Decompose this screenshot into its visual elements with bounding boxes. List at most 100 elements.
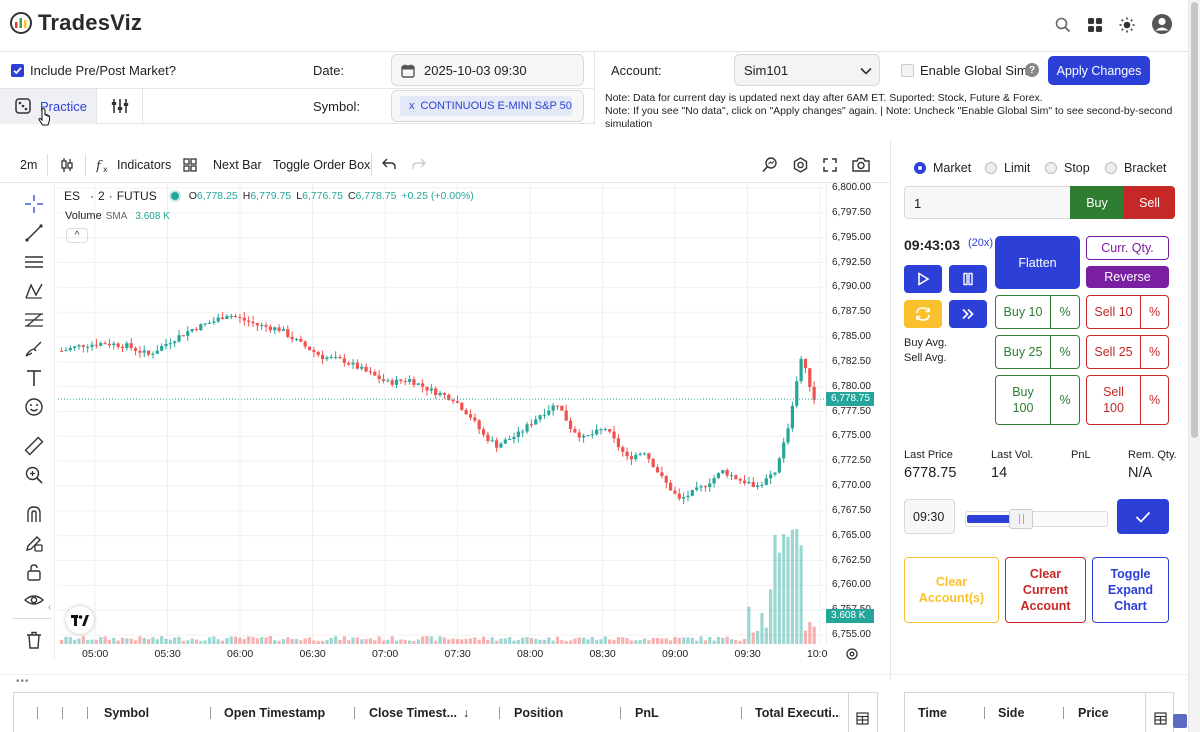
prepost-checkbox[interactable] (11, 64, 24, 77)
buy-25-percent-button[interactable]: % (1050, 335, 1080, 369)
buy-10-button[interactable]: Buy 10 (995, 295, 1051, 329)
order-type-radio-stop[interactable] (1045, 162, 1057, 174)
sell-25-percent-button[interactable]: % (1140, 335, 1169, 369)
sell-100-button[interactable]: Sell 100 (1086, 375, 1141, 425)
feedback-help-icon[interactable] (1173, 714, 1187, 728)
apply-changes-button[interactable]: Apply Changes (1048, 56, 1150, 85)
sell-10-percent-button[interactable]: % (1140, 295, 1169, 329)
replay-slider[interactable] (965, 509, 1108, 529)
col-price[interactable]: Price (1078, 706, 1109, 720)
price-chart-svg[interactable] (58, 184, 826, 644)
ruler-icon[interactable] (22, 434, 46, 458)
settings-gear-icon[interactable] (792, 157, 809, 173)
order-type-radio-bracket[interactable] (1105, 162, 1117, 174)
redo-icon[interactable] (412, 158, 426, 170)
candle-type-icon[interactable] (60, 157, 74, 173)
price-chart[interactable] (58, 184, 826, 644)
curr-qty-button[interactable]: Curr. Qty. (1086, 236, 1169, 260)
buy-25-button[interactable]: Buy 25 (995, 335, 1051, 369)
trend-line-icon[interactable] (22, 221, 46, 245)
tradingview-logo-icon[interactable] (66, 606, 94, 634)
col-time[interactable]: Time (918, 706, 947, 720)
col-total-executions[interactable]: Total Executi... (755, 706, 840, 720)
toggle-expand-chart-button[interactable]: Toggle Expand Chart (1092, 557, 1169, 623)
crosshair-icon[interactable] (22, 192, 46, 216)
col-position[interactable]: Position (514, 706, 564, 720)
reset-cycle-button[interactable] (904, 300, 942, 328)
flatten-button[interactable]: Flatten (995, 236, 1080, 289)
grid-apps-icon[interactable] (1084, 14, 1106, 36)
play-button[interactable] (904, 265, 942, 293)
theme-sun-icon[interactable] (1116, 14, 1138, 36)
global-sim-checkbox[interactable] (901, 64, 914, 77)
sell-100-percent-button[interactable]: % (1140, 375, 1169, 425)
buy-100-button[interactable]: Buy 100 (995, 375, 1051, 425)
next-bar-button[interactable]: Next Bar (213, 158, 262, 172)
buy-button[interactable]: Buy (1070, 186, 1124, 219)
date-field[interactable]: 2025-10-03 09:30 (391, 54, 584, 86)
fib-tool-icon[interactable] (22, 308, 46, 332)
layout-grid-icon[interactable] (183, 158, 197, 172)
col-pnl[interactable]: PnL (635, 706, 659, 720)
account-select[interactable]: Sim101 (734, 54, 880, 86)
order-type-radio-market[interactable] (914, 162, 926, 174)
trash-icon[interactable] (22, 628, 46, 652)
fast-forward-button[interactable] (949, 300, 987, 328)
price-axis[interactable] (826, 184, 890, 644)
panel-splitter[interactable] (0, 674, 1188, 675)
symbol-chip[interactable]: x CONTINUOUS E-MINI S&P 500 (400, 96, 572, 116)
emoji-icon[interactable] (22, 395, 46, 419)
page-scrollbar[interactable] (1188, 0, 1200, 732)
pause-button[interactable] (949, 265, 987, 293)
clear-accounts-button[interactable]: Clear Account(s) (904, 557, 999, 623)
fullscreen-icon[interactable] (823, 158, 837, 172)
resize-handle-dots[interactable]: ••• (16, 676, 30, 687)
quantity-input[interactable]: 1 (904, 186, 1071, 219)
help-icon[interactable]: ? (1025, 63, 1039, 77)
col-symbol[interactable]: Symbol (104, 706, 150, 720)
indicators-button[interactable]: Indicators (117, 158, 172, 172)
lock-drawing-pencil-icon[interactable] (22, 531, 46, 555)
buy-10-percent-button[interactable]: % (1050, 295, 1080, 329)
settings-tab[interactable] (97, 89, 143, 124)
brush-icon[interactable] (22, 337, 46, 361)
toggle-order-box-button[interactable]: Toggle Order Box (273, 158, 371, 172)
sort-desc-icon[interactable]: ↓ (463, 706, 470, 720)
table-columns-icon[interactable] (856, 712, 869, 725)
magnet-icon[interactable] (22, 502, 46, 526)
eye-visibility-icon[interactable] (22, 589, 46, 613)
symbol-field[interactable]: x CONTINUOUS E-MINI S&P 500 (391, 90, 584, 122)
trades-table-columns-icon[interactable] (1154, 712, 1167, 725)
buy-100-percent-button[interactable]: % (1050, 375, 1080, 425)
sell-10-button[interactable]: Sell 10 (1086, 295, 1141, 329)
axis-settings-icon[interactable] (845, 647, 859, 661)
col-close-timestamp[interactable]: Close Timest... (369, 706, 457, 720)
reverse-button[interactable]: Reverse (1086, 266, 1169, 288)
camera-icon[interactable] (852, 157, 870, 172)
symbol-chip-remove[interactable]: x (409, 100, 415, 112)
pattern-tool-icon[interactable] (22, 279, 46, 303)
order-type-radio-limit[interactable] (985, 162, 997, 174)
chart-search-icon[interactable] (762, 157, 778, 173)
confirm-time-button[interactable] (1117, 499, 1169, 534)
horizontal-lines-icon[interactable] (22, 250, 46, 274)
col-side[interactable]: Side (998, 706, 1025, 720)
start-time-input[interactable]: 09:30 (904, 499, 955, 534)
text-tool-icon[interactable] (22, 366, 46, 390)
search-icon[interactable] (1052, 14, 1074, 36)
clear-current-account-button[interactable]: Clear Current Account (1005, 557, 1086, 623)
user-avatar-icon[interactable] (1150, 12, 1174, 36)
collapse-toolbar-handle[interactable]: ‹ (48, 602, 52, 613)
sell-25-button[interactable]: Sell 25 (1086, 335, 1141, 369)
tradesviz-logo[interactable]: TradesViz (10, 10, 142, 36)
interval-button[interactable]: 2m (20, 158, 38, 172)
undo-icon[interactable] (382, 158, 396, 170)
zoom-in-icon[interactable] (22, 463, 46, 487)
legend-collapse-button[interactable]: ^ (66, 228, 88, 243)
lock-icon[interactable] (22, 560, 46, 584)
replay-slider-thumb[interactable] (1009, 509, 1033, 529)
sell-button[interactable]: Sell (1124, 186, 1175, 219)
col-open-timestamp[interactable]: Open Timestamp (224, 706, 326, 720)
scrollbar-thumb[interactable] (1191, 2, 1198, 438)
